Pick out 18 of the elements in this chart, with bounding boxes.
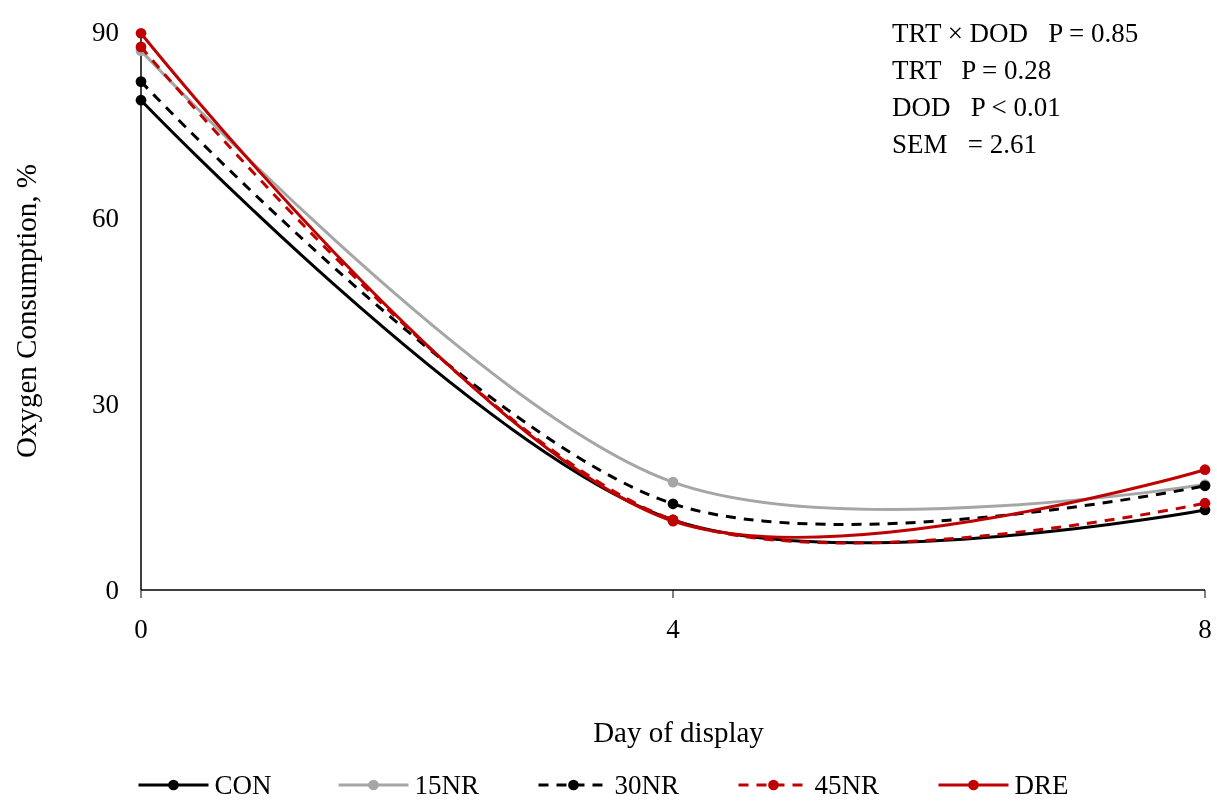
annotation: TRT P = 0.28 (892, 55, 1052, 85)
x-tick-label: 8 (1198, 614, 1212, 644)
legend-label: DRE (1014, 770, 1069, 801)
x-tick-label: 4 (666, 614, 681, 644)
legend-label: CON (214, 770, 272, 801)
y-tick-label: 60 (92, 203, 119, 234)
y-axis-title: Oxygen Consumption, % (10, 163, 42, 459)
annotation: DOD P < 0.01 (892, 92, 1061, 122)
y-tick-label: 30 (92, 389, 119, 420)
annotation: SEM = 2.61 (892, 129, 1037, 159)
legend-label: 15NR (414, 770, 480, 801)
legend-label: 45NR (814, 770, 880, 801)
y-tick-label: 90 (92, 17, 119, 48)
annotation: TRT × DOD P = 0.85 (892, 18, 1139, 48)
legend-label: 30NR (614, 770, 680, 801)
x-axis-title: Day of display (593, 716, 765, 748)
y-tick-label: 0 (105, 575, 119, 606)
x-tick-label: 0 (134, 614, 148, 644)
